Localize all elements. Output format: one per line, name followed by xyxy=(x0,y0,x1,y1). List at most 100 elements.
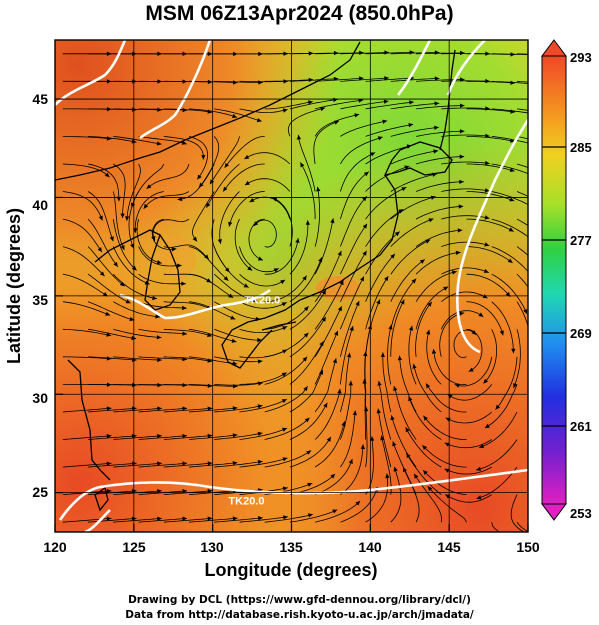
streamline-arrowhead xyxy=(303,332,309,338)
streamline xyxy=(315,52,364,55)
streamline xyxy=(365,123,414,137)
streamline xyxy=(214,432,263,440)
streamline xyxy=(62,407,112,413)
streamline-arrowhead xyxy=(104,172,110,178)
streamline xyxy=(287,107,326,137)
streamline-arrowhead xyxy=(257,431,263,436)
streamline-arrowhead xyxy=(106,406,112,411)
streamline xyxy=(466,80,516,84)
streamline-arrowhead xyxy=(384,76,389,81)
streamline-arrowhead xyxy=(460,103,465,108)
streamline xyxy=(253,219,277,248)
streamline xyxy=(516,53,528,55)
streamline-arrowhead xyxy=(397,355,402,361)
streamline-arrowhead xyxy=(304,417,310,423)
streamline xyxy=(416,79,465,82)
streamline xyxy=(88,328,137,340)
streamline xyxy=(151,218,177,250)
streamline xyxy=(314,250,342,302)
streamline xyxy=(314,218,334,275)
streamline-arrowhead xyxy=(182,433,187,439)
streamline-arrowhead xyxy=(363,351,368,357)
streamline xyxy=(289,509,338,523)
streamline xyxy=(416,130,465,137)
streamline-arrowhead xyxy=(330,218,335,224)
streamline xyxy=(88,462,137,468)
streamline xyxy=(365,145,412,165)
streamline-arrowhead xyxy=(485,133,490,138)
streamline xyxy=(188,434,238,440)
streamline xyxy=(466,191,515,202)
streamline xyxy=(239,273,286,287)
streamline xyxy=(340,276,365,330)
streamline xyxy=(405,427,442,468)
streamline xyxy=(289,402,328,440)
streamline-arrowhead xyxy=(228,221,233,227)
streamline xyxy=(62,246,105,277)
streamline xyxy=(88,407,137,413)
streamline xyxy=(390,52,440,55)
streamline-arrowhead xyxy=(281,399,287,404)
y-tick-label: 40 xyxy=(32,197,48,213)
streamline-arrowhead xyxy=(423,415,428,421)
streamline xyxy=(393,385,417,440)
streamline xyxy=(340,77,389,82)
streamline xyxy=(426,329,442,385)
streamline-arrowhead xyxy=(273,268,279,273)
streamline-arrowhead xyxy=(398,209,404,214)
streamline-arrowhead xyxy=(323,402,328,408)
wind-streamlines xyxy=(62,50,528,532)
streamline-arrowhead xyxy=(307,482,313,487)
streamline-arrowhead xyxy=(484,188,490,193)
streamline xyxy=(163,384,213,387)
streamline xyxy=(113,356,162,361)
streamline xyxy=(453,329,477,359)
streamline-arrowhead xyxy=(231,338,237,343)
streamline xyxy=(298,134,316,192)
streamline xyxy=(62,328,112,336)
streamline xyxy=(88,518,137,523)
streamline-arrowhead xyxy=(131,406,137,411)
streamline xyxy=(516,108,528,111)
streamline-arrowhead xyxy=(113,261,118,267)
streamline-arrowhead xyxy=(483,268,489,273)
streamline xyxy=(289,369,324,413)
streamline-arrowhead xyxy=(199,182,204,188)
streamline-arrowhead xyxy=(296,134,302,140)
streamline-arrowhead xyxy=(483,378,489,384)
streamline xyxy=(188,136,209,180)
streamline xyxy=(239,246,279,273)
streamline-arrowhead xyxy=(181,281,186,286)
streamline xyxy=(314,280,344,330)
streamline-arrowhead xyxy=(319,369,324,375)
streamline xyxy=(382,352,392,413)
streamline-arrowhead xyxy=(337,388,342,394)
streamline-arrowhead xyxy=(182,489,187,494)
streamline-arrowhead xyxy=(197,174,202,180)
streamline xyxy=(340,52,389,55)
streamline-arrowhead xyxy=(408,123,414,128)
streamline-arrowhead xyxy=(97,247,102,253)
streamline-arrowhead xyxy=(257,337,262,343)
y-axis-ticks xyxy=(55,98,63,494)
colorbar-label: 269 xyxy=(570,326,592,341)
streamline-arrowhead xyxy=(230,315,236,320)
streamline xyxy=(239,398,287,413)
streamline xyxy=(491,80,528,84)
streamline xyxy=(466,273,511,297)
streamline-arrowhead xyxy=(257,359,263,364)
streamline xyxy=(113,407,162,413)
streamline-arrowhead xyxy=(405,427,410,433)
streamline-arrowhead xyxy=(355,301,360,306)
streamline xyxy=(264,385,308,413)
streamline xyxy=(516,218,528,226)
streamline xyxy=(239,457,288,468)
streamline-arrowhead xyxy=(223,186,228,192)
streamline-arrowhead xyxy=(523,309,528,314)
streamline-arrowhead xyxy=(232,461,238,466)
streamline-arrowhead xyxy=(243,283,249,288)
streamline-arrowhead xyxy=(460,50,465,56)
streamline xyxy=(289,316,327,358)
streamline-arrowhead xyxy=(479,444,485,449)
streamline-arrowhead xyxy=(125,216,130,221)
